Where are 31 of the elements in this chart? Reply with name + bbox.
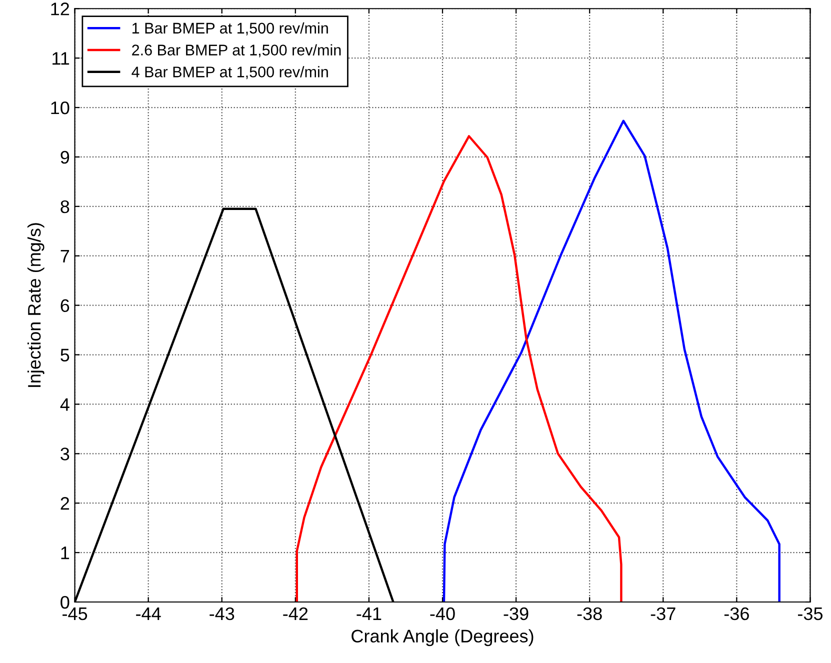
y-tick-label: 0 <box>60 596 70 609</box>
y-tick-label: 12 <box>51 2 70 16</box>
x-tick-label: -43 <box>210 607 234 620</box>
y-tick-label: 7 <box>60 250 70 262</box>
x-axis-title: Crank Angle (Degrees) <box>352 629 534 646</box>
legend-label: 1 Bar BMEP at 1,500 rev/min <box>132 22 328 36</box>
x-tick-label: -45 <box>62 608 88 620</box>
y-tick-label: 5 <box>60 348 70 362</box>
x-tick-label: -40 <box>430 607 455 620</box>
y-tick-label: 10 <box>51 101 70 114</box>
y-tick-label: 6 <box>60 299 70 312</box>
x-tick-label: -44 <box>136 608 161 620</box>
x-tick-label: -37 <box>650 607 676 620</box>
x-tick-label: -41 <box>356 608 382 620</box>
y-tick-label: 9 <box>60 150 70 164</box>
y-tick-label: 1 <box>61 546 70 560</box>
line-series <box>296 135 622 602</box>
x-tick-label: -36 <box>724 607 749 620</box>
y-axis-title: Injection Rate (mg/s) <box>27 223 44 387</box>
y-tick-label: 4 <box>60 398 70 411</box>
line-series <box>442 120 780 602</box>
x-tick-label: -39 <box>504 607 528 620</box>
legend-label: 4 Bar BMEP at 1,500 rev/min <box>132 66 328 80</box>
y-tick-label: 3 <box>60 448 70 460</box>
legend-label: 2.6 Bar BMEP at 1,500 rev/min <box>132 44 341 58</box>
y-tick-label: 2 <box>60 497 70 510</box>
x-tick-label: -38 <box>577 607 602 620</box>
x-tick-label: -42 <box>283 607 308 620</box>
y-tick-label: 8 <box>60 200 70 214</box>
y-tick-label: 11 <box>52 52 70 65</box>
x-tick-label: -35 <box>798 607 823 620</box>
